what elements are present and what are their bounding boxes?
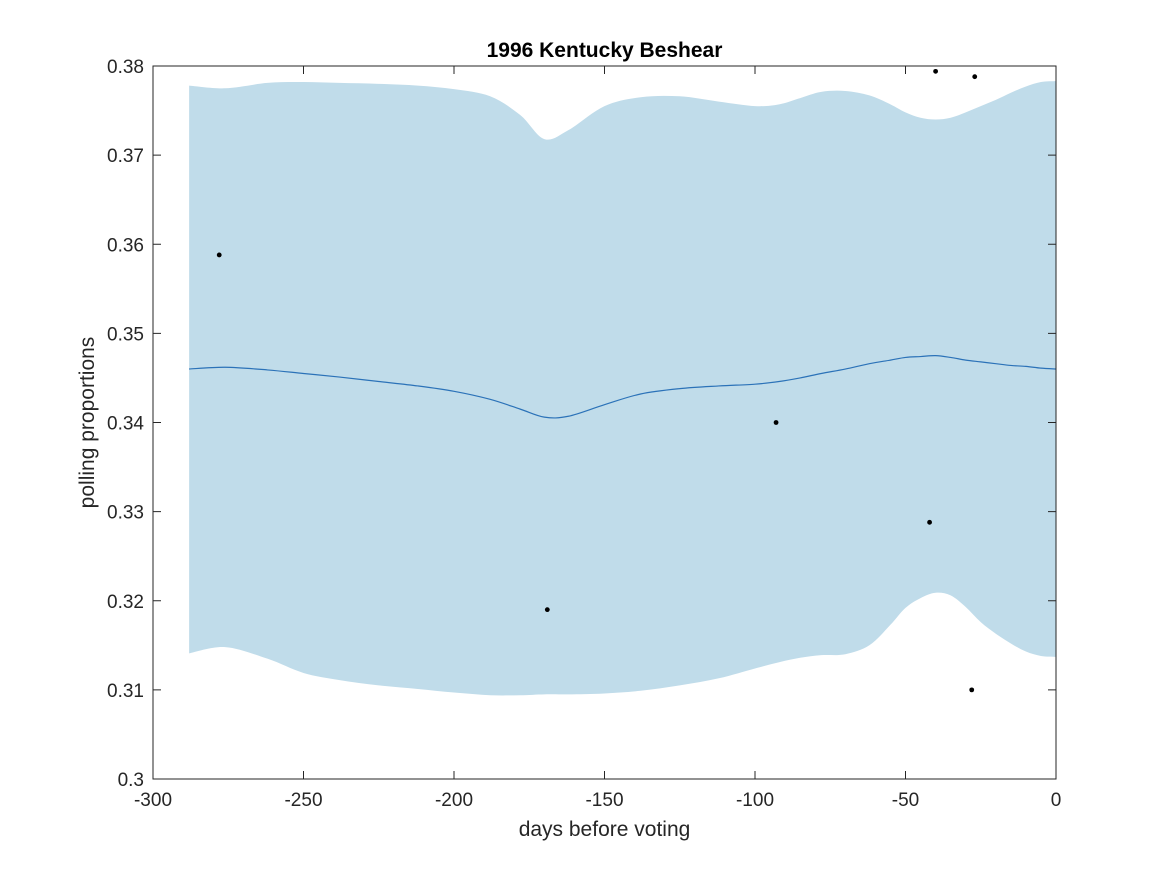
y-tick-label: 0.3 [118, 770, 144, 791]
data-point [216, 252, 222, 258]
plot-area [189, 68, 1057, 696]
data-point [773, 420, 779, 425]
x-tick-label: -100 [736, 790, 774, 811]
x-tick-label: -50 [892, 790, 919, 811]
data-point [544, 607, 550, 613]
chart-title: 1996 Kentucky Beshear [487, 39, 723, 62]
mean-line [189, 355, 1057, 419]
x-tick-label: -250 [284, 790, 322, 811]
x-axis-ticks: -300 -250 -200 -150 -100 -50 0 [134, 66, 1061, 811]
x-tick-label: 0 [1051, 790, 1062, 811]
y-tick-label: 0.33 [107, 503, 144, 524]
x-tick-label: -200 [435, 790, 473, 811]
x-axis-label: days before voting [519, 818, 691, 841]
y-tick-label: 0.38 [107, 57, 144, 78]
y-tick-label: 0.34 [107, 414, 144, 435]
data-point [927, 519, 932, 525]
y-tick-label: 0.36 [107, 235, 144, 256]
data-point [933, 68, 938, 74]
y-axis-label: polling proportions [76, 337, 99, 509]
x-tick-label: -150 [585, 790, 623, 811]
y-tick-label: 0.32 [107, 592, 144, 613]
y-axis-ticks: 0.3 0.31 0.32 0.33 0.34 0.35 0.36 0.37 0.38 [107, 57, 1056, 791]
confidence-band [189, 81, 1056, 696]
y-tick-label: 0.31 [107, 681, 144, 702]
data-points [216, 68, 978, 693]
data-point [972, 74, 978, 80]
x-tick-label: -300 [134, 790, 172, 811]
data-point [969, 687, 975, 693]
y-tick-label: 0.35 [107, 324, 144, 345]
y-tick-label: 0.37 [107, 146, 144, 167]
